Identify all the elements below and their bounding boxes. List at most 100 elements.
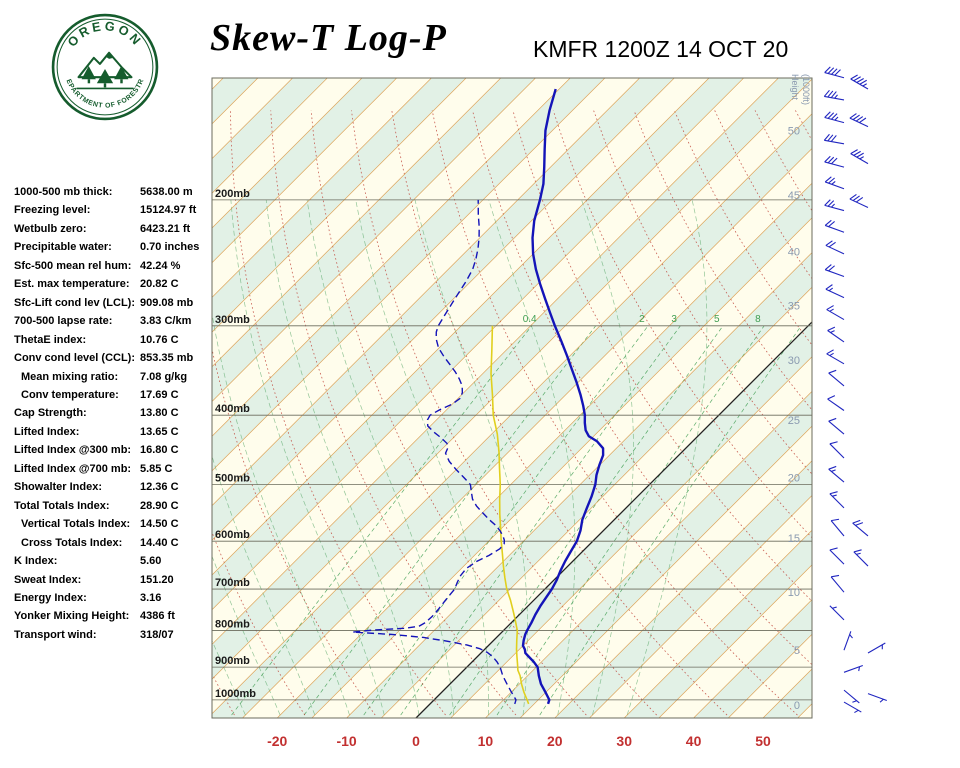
temp-axis-labels: -20 -10 0 10 20 30 40 50 xyxy=(267,733,771,749)
index-value: 853.35 mb xyxy=(140,352,194,365)
pressure-gridlines xyxy=(211,77,813,719)
index-value: 3.16 xyxy=(140,591,162,604)
dewpoint-profile xyxy=(352,199,517,705)
index-row: Vertical Totals Index: 14.50 C xyxy=(14,515,199,533)
index-label: 700-500 lapse rate: xyxy=(14,315,113,328)
index-label: Energy Index: xyxy=(14,591,87,604)
svg-text:5: 5 xyxy=(794,645,800,657)
mixing-ratio-labels: 0.4 2 3 5 8 xyxy=(523,314,761,325)
odf-logo: OREGON DEPARTMENT OF FORESTRY xyxy=(50,12,159,121)
svg-text:900mb: 900mb xyxy=(215,655,250,667)
logo-outer-ring xyxy=(51,13,159,121)
svg-text:-10: -10 xyxy=(336,733,356,749)
trees-mountain-icon xyxy=(76,51,134,90)
index-row: Sfc-500 mean rel hum: 42.24 % xyxy=(14,257,199,275)
svg-text:600mb: 600mb xyxy=(215,529,250,541)
svg-text:25: 25 xyxy=(788,415,800,427)
index-value: 42.24 % xyxy=(140,259,181,272)
index-value: 20.82 C xyxy=(140,278,179,291)
index-value: 13.80 C xyxy=(140,407,179,420)
indices-panel: 1000-500 mb thick: 5638.00 m Freezing leve… xyxy=(14,183,199,644)
svg-text:200mb: 200mb xyxy=(215,188,250,200)
index-value: 14.40 C xyxy=(140,536,179,549)
index-row: Conv cond level (CCL): 853.35 mb xyxy=(14,349,199,367)
svg-text:20: 20 xyxy=(547,733,563,749)
moist-adiabats xyxy=(212,199,708,716)
index-value: 5638.00 m xyxy=(140,186,193,198)
svg-text:5: 5 xyxy=(714,314,720,325)
svg-text:0: 0 xyxy=(412,733,420,749)
index-value: 909.08 mb xyxy=(140,296,194,309)
index-label: Vertical Totals Index: xyxy=(21,518,131,531)
index-label: Lifted Index @700 mb: xyxy=(14,462,132,475)
index-value: 28.90 C xyxy=(140,499,179,512)
chart-title: Skew-T Log-P xyxy=(210,17,447,59)
svg-text:400mb: 400mb xyxy=(215,403,250,415)
index-value: 13.65 C xyxy=(140,425,179,438)
svg-text:45: 45 xyxy=(788,190,800,202)
svg-text:50: 50 xyxy=(755,733,771,749)
index-value: 15124.97 ft xyxy=(140,204,197,217)
temperature-profile xyxy=(521,88,605,705)
index-label: Sweat Index: xyxy=(14,573,82,586)
index-value: 10.76 C xyxy=(140,333,179,346)
svg-text:40: 40 xyxy=(686,733,702,749)
index-value: 318/07 xyxy=(140,628,174,641)
index-label: Cross Totals Index: xyxy=(21,536,123,549)
svg-text:1000mb: 1000mb xyxy=(215,688,256,700)
index-row: Transport wind: 318/07 xyxy=(14,626,199,644)
index-row: K Index: 5.60 xyxy=(14,552,199,570)
index-value: 0.70 inches xyxy=(140,241,200,254)
index-label: Conv cond level (CCL): xyxy=(14,352,136,365)
svg-text:0.4: 0.4 xyxy=(523,314,537,325)
index-row: Sfc-Lift cond lev (LCL): 909.08 mb xyxy=(14,294,199,312)
svg-text:10: 10 xyxy=(478,733,494,749)
svg-text:300mb: 300mb xyxy=(215,314,250,326)
svg-text:Height: Height xyxy=(790,74,800,101)
index-label: Wetbulb zero: xyxy=(14,222,87,235)
index-label: Yonker Mixing Height: xyxy=(14,610,130,623)
index-row: ThetaE index: 10.76 C xyxy=(14,331,199,349)
index-label: Mean mixing ratio: xyxy=(21,370,119,383)
svg-text:10: 10 xyxy=(788,587,800,599)
index-value: 12.36 C xyxy=(140,481,179,494)
index-label: Transport wind: xyxy=(14,628,97,641)
index-row: Sweat Index: 151.20 xyxy=(14,571,199,589)
svg-text:30: 30 xyxy=(616,733,632,749)
index-row: Mean mixing ratio: 7.08 g/kg xyxy=(14,368,199,386)
index-row: Cross Totals Index: 14.40 C xyxy=(14,534,199,552)
mixing-ratio-lines xyxy=(231,325,802,716)
svg-text:0: 0 xyxy=(794,700,800,712)
index-label: Sfc-Lift cond lev (LCL): xyxy=(14,296,135,309)
index-label: K Index: xyxy=(14,555,58,568)
index-label: 1000-500 mb thick: xyxy=(14,186,113,198)
index-row: Energy Index: 3.16 xyxy=(14,589,199,607)
index-value: 3.83 C/km xyxy=(140,315,192,328)
pressure-labels: 200mb 300mb 400mb 500mb 600mb 700mb 800mb 900mb… xyxy=(215,188,256,700)
index-value: 14.50 C xyxy=(140,518,179,531)
svg-text:20: 20 xyxy=(788,473,800,485)
svg-text:700mb: 700mb xyxy=(215,577,250,589)
index-value: 17.69 C xyxy=(140,388,179,401)
svg-text:50: 50 xyxy=(788,126,800,138)
svg-text:800mb: 800mb xyxy=(215,619,250,631)
svg-text:(1000ft): (1000ft) xyxy=(801,74,811,105)
isotherms xyxy=(212,78,812,718)
index-label: Lifted Index: xyxy=(14,425,80,438)
index-label: Cap Strength: xyxy=(14,407,87,420)
index-row: Showalter Index: 12.36 C xyxy=(14,478,199,496)
index-label: Freezing level: xyxy=(14,204,91,217)
index-row: Conv temperature: 17.69 C xyxy=(14,386,199,404)
index-label: Lifted Index @300 mb: xyxy=(14,444,132,457)
index-row: 1000-500 mb thick: 5638.00 m xyxy=(14,183,199,201)
svg-text:8: 8 xyxy=(755,314,761,325)
svg-text:35: 35 xyxy=(788,300,800,312)
index-row: Total Totals Index: 28.90 C xyxy=(14,497,199,515)
index-row: Yonker Mixing Height: 4386 ft xyxy=(14,607,199,625)
index-value: 5.85 C xyxy=(140,462,173,475)
index-row: Freezing level: 15124.97 ft xyxy=(14,201,199,219)
index-row: 700-500 lapse rate: 3.83 C/km xyxy=(14,312,199,330)
index-value: 4386 ft xyxy=(140,610,175,623)
